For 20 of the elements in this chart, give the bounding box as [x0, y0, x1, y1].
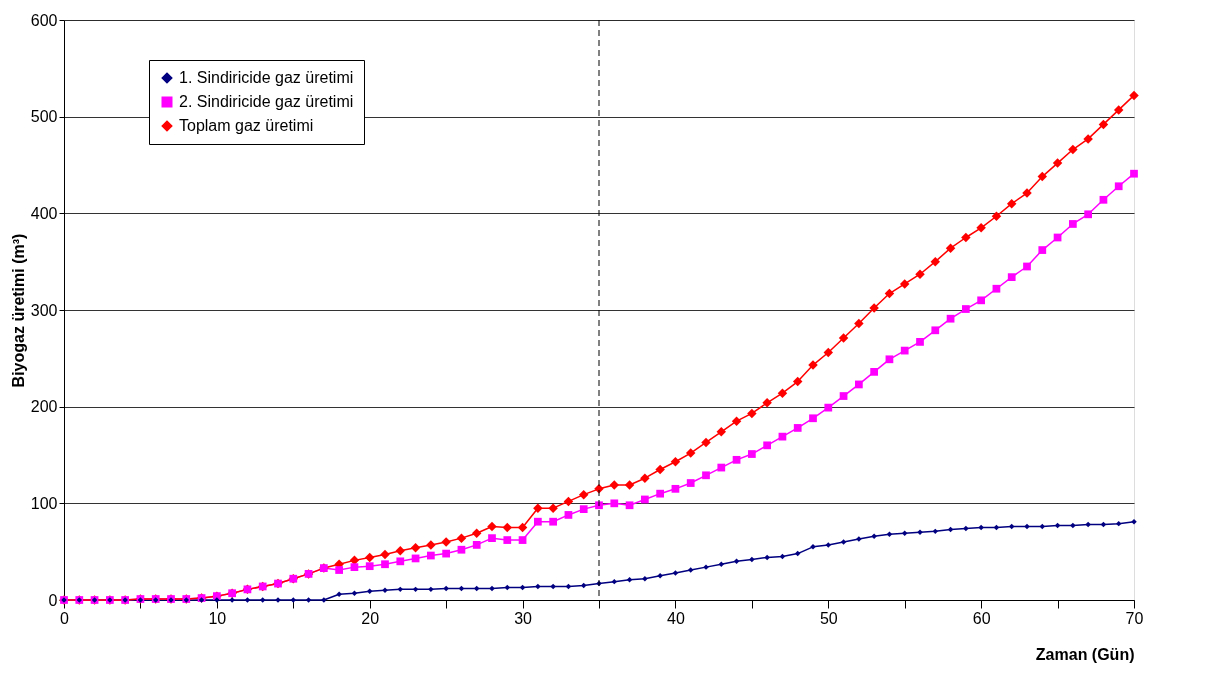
x-tick-label: 30 — [514, 609, 533, 627]
y-tick-label: 300 — [30, 301, 58, 319]
x-tick-label: 40 — [667, 609, 685, 627]
x-tick-label: 70 — [1125, 609, 1144, 627]
x-tick-label: 20 — [361, 609, 380, 627]
x-axis-title: Zaman (Gün) — [1035, 645, 1135, 663]
legend-label: 2. Sindiricide gaz üretimi — [179, 93, 354, 110]
y-tick-label: 200 — [30, 398, 58, 416]
y-tick-label: 0 — [48, 591, 58, 609]
x-tick-label: 60 — [972, 609, 991, 627]
legend-label: Toplam gaz üretimi — [179, 117, 314, 134]
y-tick-label: 400 — [30, 204, 58, 222]
x-tick-label: 0 — [60, 609, 70, 627]
y-tick-label: 500 — [30, 108, 58, 126]
y-tick-label: 600 — [30, 11, 58, 29]
y-axis-title: Biyogaz üretimi (m³) — [9, 233, 27, 388]
y-tick-label: 100 — [30, 494, 58, 512]
legend-label: 1. Sindiricide gaz üretimi — [179, 69, 354, 86]
x-tick-label: 50 — [819, 609, 838, 627]
x-tick-label: 10 — [208, 609, 227, 627]
